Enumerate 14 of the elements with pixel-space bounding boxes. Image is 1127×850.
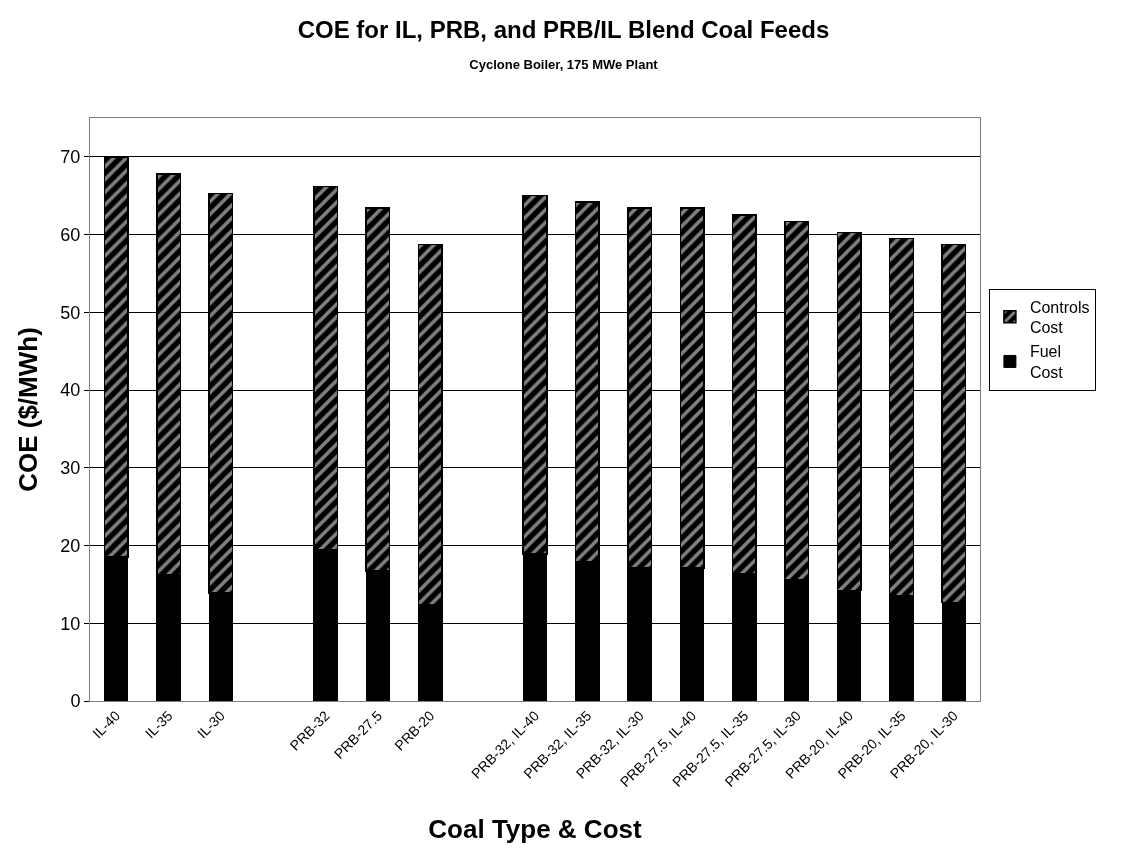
- y-tick-label: 40: [60, 380, 81, 401]
- legend-label: Fuel Cost: [1029, 343, 1064, 382]
- chart-title: COE for IL, PRB, and PRB/IL Blend Coal Feeds: [297, 16, 830, 44]
- chart-subtitle: Cyclone Boiler, 175 MWe Plant: [469, 57, 659, 73]
- y-tick-label: 60: [60, 224, 81, 245]
- y-tick-label: 20: [60, 535, 81, 556]
- y-tick-label: 0: [70, 691, 81, 712]
- y-axis-title: COE ($/MWh): [12, 327, 43, 492]
- y-tick-label: 30: [60, 458, 81, 479]
- y-tick-label: 50: [60, 302, 81, 323]
- y-tick-label: 10: [60, 613, 81, 634]
- text: Controls Cost: [1029, 298, 1090, 337]
- y-tick-label: 70: [60, 147, 81, 168]
- x-axis-title: Coal Type & Cost: [428, 813, 642, 844]
